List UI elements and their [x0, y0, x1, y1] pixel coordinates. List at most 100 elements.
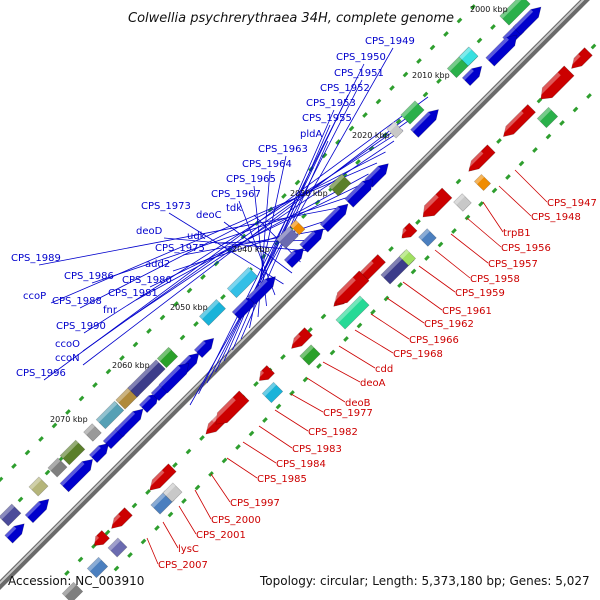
gene-block	[289, 219, 306, 236]
leader-line	[482, 201, 504, 233]
gc-dot	[235, 444, 241, 450]
gene-block	[59, 439, 86, 466]
gc-dot	[397, 282, 403, 288]
kbp-tick-label: 2050 kbp	[170, 303, 208, 312]
forward-gene	[344, 178, 374, 208]
gene-block	[536, 106, 559, 129]
leader-line	[130, 140, 395, 318]
forward-gene	[114, 408, 144, 438]
gc-dot	[0, 476, 4, 483]
gene-label: add2	[145, 259, 170, 270]
gc-dot	[172, 462, 178, 468]
topology-text: Topology: circular; Length: 5,373,180 bp…	[259, 574, 590, 588]
leader-line	[418, 265, 456, 293]
gc-dot	[320, 313, 327, 320]
gene-label: CPS_1963	[258, 144, 308, 155]
leader-line	[82, 107, 420, 366]
gc-dot	[335, 139, 341, 145]
gene-label: CPS_1967	[211, 189, 261, 200]
gene-block	[61, 581, 84, 600]
gene-label: CPS_1947	[547, 198, 597, 209]
gene-block	[127, 359, 166, 398]
gc-dot	[590, 43, 597, 50]
leader-line	[322, 361, 361, 383]
gc-dot	[532, 147, 538, 153]
gene-block	[162, 482, 183, 503]
gc-dot	[429, 44, 436, 51]
gene-block	[83, 423, 102, 442]
leader-line	[434, 249, 471, 279]
gc-dot	[316, 363, 322, 369]
leader-line	[50, 162, 378, 304]
gene-block	[156, 346, 179, 369]
gc-dot	[491, 187, 498, 194]
gc-dot	[78, 395, 85, 402]
leader-line	[258, 425, 293, 449]
forward-gene	[88, 442, 110, 464]
gene-block	[473, 173, 492, 192]
gc-dot	[193, 321, 199, 327]
gene-block	[107, 537, 128, 558]
gene-label: CPS_1956	[501, 243, 551, 254]
gene-label: CPS_1985	[257, 474, 307, 485]
gc-dot	[443, 31, 449, 37]
gene-block	[95, 400, 125, 430]
reverse-gene	[210, 390, 250, 425]
kbp-tick-label: 2030 kbp	[290, 189, 328, 198]
gene-label: CPS_2000	[211, 515, 261, 526]
gene-label: CPS_1989	[11, 253, 61, 264]
gc-dot	[505, 174, 511, 180]
gene-label: ccoN	[55, 353, 80, 364]
gene-label: fnr	[103, 305, 118, 316]
forward-gene	[158, 362, 190, 394]
gene-block	[299, 344, 321, 366]
gene-label: CPS_1996	[16, 368, 66, 379]
leader-line	[214, 239, 318, 244]
gene-block	[400, 100, 425, 125]
gene-block	[458, 46, 479, 67]
leader-line	[226, 457, 258, 479]
gene-block	[335, 295, 370, 330]
kbp-tick-label: 2000 kbp	[470, 5, 508, 14]
gene-block	[398, 248, 417, 267]
forward-gene	[319, 203, 349, 233]
gc-dot	[44, 469, 51, 476]
gc-dot	[343, 336, 349, 342]
kbp-tick-label: 2040 kbp	[232, 245, 270, 254]
gc-dot	[220, 294, 226, 300]
gene-block	[198, 298, 227, 327]
gene-label: CPS_1958	[470, 274, 520, 285]
forward-gene	[299, 228, 324, 253]
leader-line	[168, 212, 284, 285]
leader-line	[386, 297, 425, 324]
gc-dot	[200, 274, 206, 280]
gc-dot	[159, 314, 166, 321]
leader-line	[215, 94, 349, 373]
gene-block	[0, 503, 22, 527]
gc-dot	[77, 556, 84, 563]
leader-line	[290, 393, 324, 413]
gc-dot	[11, 463, 17, 469]
kbp-tick-label: 2020 kbp	[352, 131, 390, 140]
reverse-gene	[330, 270, 370, 305]
gc-dot	[167, 511, 174, 518]
gene-label: udk	[187, 231, 206, 242]
gc-dot	[437, 241, 444, 248]
gene-block	[328, 173, 352, 197]
gc-dot	[416, 58, 422, 64]
leader-line	[338, 345, 376, 369]
reverse-gene	[145, 463, 177, 491]
gc-dot	[131, 502, 138, 509]
forward-gene	[193, 337, 215, 359]
leader-line	[135, 173, 369, 301]
gc-dot	[470, 4, 476, 10]
gc-dot	[451, 228, 457, 234]
kbp-tick-label: 2060 kbp	[112, 361, 150, 370]
reverse-gene	[90, 530, 110, 547]
gc-dot	[38, 436, 44, 442]
gene-label: tdk	[226, 203, 242, 214]
leader-line	[514, 169, 548, 203]
reverse-gene	[567, 47, 593, 69]
